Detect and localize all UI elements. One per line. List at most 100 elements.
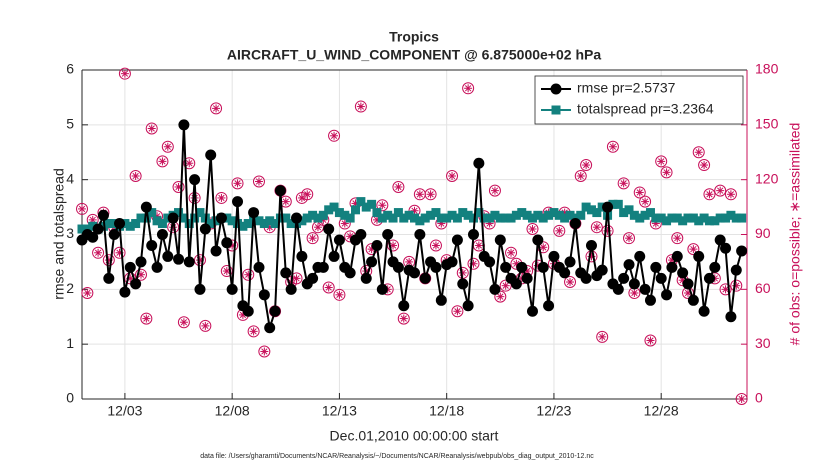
possible-obs-marker bbox=[247, 325, 260, 338]
assimilated-obs-marker bbox=[394, 182, 403, 191]
asterisk-stroke bbox=[309, 235, 316, 242]
rmse-marker bbox=[376, 283, 388, 295]
rmse-marker bbox=[194, 283, 206, 295]
spread-marker bbox=[345, 213, 355, 223]
x-axis-label: Dec.01,2010 00:00:00 start bbox=[330, 428, 499, 444]
rmse-marker bbox=[280, 267, 292, 279]
assimilated-obs-marker bbox=[608, 142, 617, 151]
asterisk-stroke bbox=[282, 198, 289, 205]
spread-marker bbox=[211, 216, 221, 226]
spread-marker bbox=[560, 213, 570, 223]
spread-marker bbox=[431, 208, 441, 218]
possible-obs-marker bbox=[258, 345, 271, 358]
spread-marker bbox=[699, 213, 709, 223]
rmse-marker bbox=[671, 250, 683, 262]
possible-obs-marker bbox=[161, 140, 174, 153]
possible-obs-marker bbox=[671, 232, 684, 245]
assimilated-obs-marker bbox=[689, 245, 698, 254]
spread-marker bbox=[340, 210, 350, 220]
assimilated-obs-marker bbox=[705, 190, 714, 199]
rmse-marker bbox=[173, 253, 185, 265]
rmse-marker bbox=[687, 294, 699, 306]
possible-obs-marker bbox=[724, 188, 737, 201]
spread-marker bbox=[302, 213, 312, 223]
spread-marker bbox=[179, 213, 189, 223]
asterisk-stroke bbox=[202, 322, 209, 330]
possible-obs-marker bbox=[590, 221, 603, 234]
rmse-marker bbox=[366, 256, 378, 268]
assimilated-obs-marker bbox=[324, 283, 333, 292]
possible-obs-marker bbox=[397, 312, 410, 325]
asterisk-stroke bbox=[218, 194, 225, 202]
assimilated-obs-marker bbox=[673, 234, 682, 243]
possible-obs-marker bbox=[505, 246, 518, 259]
spread-marker bbox=[227, 216, 237, 226]
asterisk-stroke bbox=[84, 289, 91, 297]
rmse-marker bbox=[543, 300, 555, 312]
asterisk-stroke bbox=[223, 267, 230, 275]
assimilated-obs-marker bbox=[490, 186, 499, 195]
spread-marker bbox=[270, 219, 280, 229]
spread-marker bbox=[281, 213, 291, 223]
y2-tick-label: 120 bbox=[755, 170, 779, 186]
legend-label: rmse pr=2.5737 bbox=[577, 80, 676, 96]
spread-marker bbox=[147, 208, 157, 218]
asterisk-stroke bbox=[722, 286, 729, 293]
possible-obs-marker bbox=[140, 312, 153, 325]
spread-marker bbox=[533, 210, 543, 220]
possible-obs-marker bbox=[231, 177, 244, 190]
rmse-marker bbox=[569, 218, 581, 230]
assimilated-obs-marker bbox=[737, 395, 746, 403]
rmse-marker bbox=[548, 250, 560, 262]
assimilated-obs-marker bbox=[555, 226, 564, 235]
spread-marker bbox=[490, 210, 500, 220]
possible-obs-marker bbox=[145, 122, 158, 135]
rmse-marker bbox=[167, 212, 179, 224]
assimilated-obs-marker bbox=[356, 102, 365, 111]
assimilated-obs-marker bbox=[474, 241, 483, 250]
assimilated-obs-marker bbox=[330, 131, 339, 140]
possible-obs-marker bbox=[735, 393, 748, 405]
assimilated-obs-marker bbox=[201, 321, 210, 330]
spread-marker bbox=[672, 213, 682, 223]
asterisk-stroke bbox=[727, 191, 735, 198]
possible-obs-marker bbox=[306, 232, 319, 245]
rmse-marker bbox=[473, 157, 485, 169]
rmse-marker bbox=[435, 294, 447, 306]
rmse-marker bbox=[323, 223, 335, 235]
asterisk-stroke bbox=[395, 183, 402, 191]
spread-marker bbox=[206, 219, 216, 229]
assimilated-obs-marker bbox=[592, 223, 601, 232]
rmse-marker bbox=[156, 229, 168, 240]
spread-marker bbox=[468, 213, 478, 223]
assimilated-obs-marker bbox=[619, 179, 628, 188]
rmse-marker bbox=[146, 239, 158, 251]
rmse-marker bbox=[494, 234, 506, 246]
possible-obs-marker bbox=[494, 290, 507, 303]
spread-marker bbox=[667, 213, 677, 223]
asterisk-stroke bbox=[94, 249, 102, 256]
assimilated-obs-marker bbox=[94, 248, 103, 257]
rmse-marker bbox=[650, 261, 662, 273]
y2-tick-label: 150 bbox=[755, 116, 779, 132]
rmse-marker bbox=[414, 229, 426, 240]
possible-obs-marker bbox=[242, 268, 255, 281]
asterisk-stroke bbox=[674, 235, 681, 242]
assimilated-obs-marker bbox=[308, 234, 317, 243]
asterisk-stroke bbox=[164, 143, 171, 150]
asterisk-stroke bbox=[497, 293, 504, 300]
spread-marker bbox=[77, 224, 87, 234]
spread-marker bbox=[388, 213, 398, 223]
spread-marker bbox=[442, 213, 452, 223]
possible-obs-marker bbox=[488, 184, 501, 197]
spread-marker bbox=[361, 202, 371, 212]
possible-obs-marker bbox=[553, 224, 566, 237]
asterisk-stroke bbox=[255, 178, 263, 185]
spread-marker bbox=[324, 205, 334, 215]
spread-marker bbox=[318, 210, 328, 220]
spread-marker bbox=[238, 221, 248, 231]
rmse-marker bbox=[108, 229, 120, 240]
assimilated-obs-marker bbox=[217, 193, 226, 202]
rmse-marker bbox=[484, 256, 496, 268]
assimilated-obs-marker bbox=[539, 243, 548, 252]
